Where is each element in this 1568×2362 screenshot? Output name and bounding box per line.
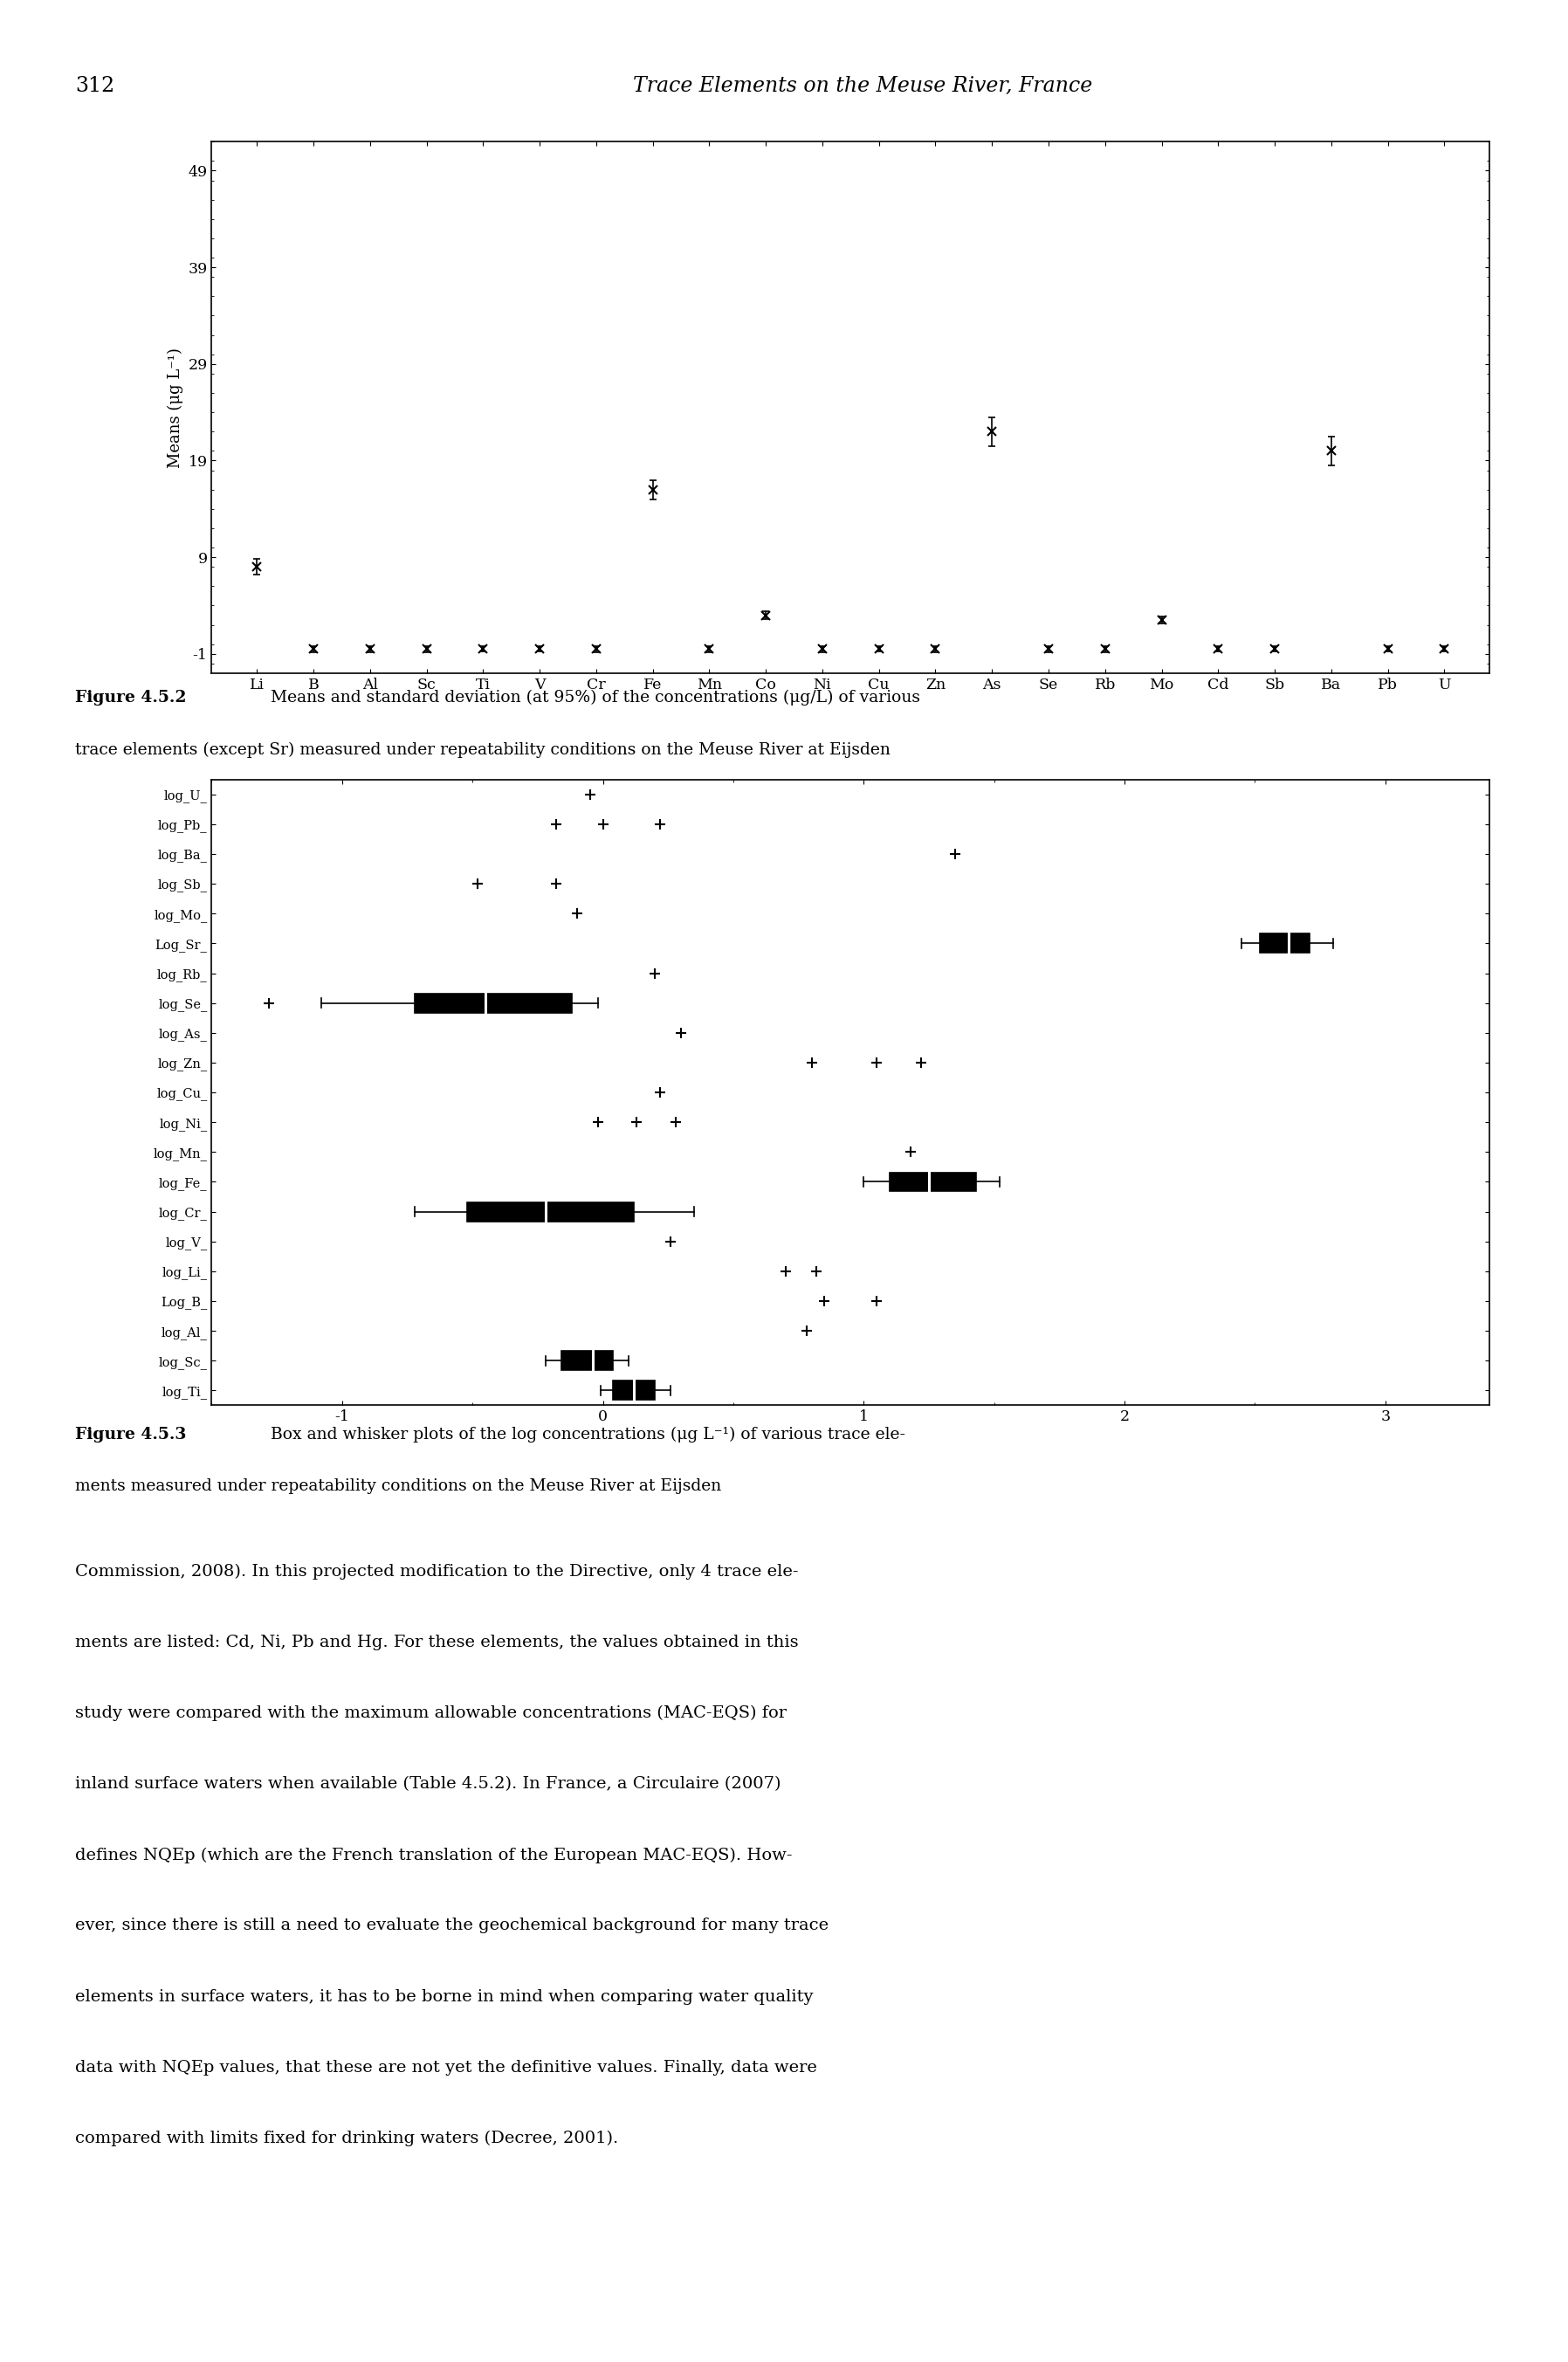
- Text: ments measured under repeatability conditions on the Meuse River at Eijsden: ments measured under repeatability condi…: [75, 1479, 721, 1495]
- Text: Trace Elements on the Meuse River, France: Trace Elements on the Meuse River, Franc…: [632, 76, 1093, 97]
- Bar: [1261, 933, 1309, 952]
- Text: Box and whisker plots of the log concentrations (μg L⁻¹) of various trace ele-: Box and whisker plots of the log concent…: [260, 1427, 905, 1443]
- Text: Figure 4.5.2: Figure 4.5.2: [75, 690, 187, 706]
- Bar: [613, 1382, 655, 1401]
- Bar: [561, 1351, 613, 1370]
- Text: compared with limits fixed for drinking waters (Decree, 2001).: compared with limits fixed for drinking …: [75, 2131, 618, 2147]
- Text: Commission, 2008). In this projected modification to the Directive, only 4 trace: Commission, 2008). In this projected mod…: [75, 1564, 798, 1580]
- Bar: [889, 1172, 975, 1190]
- Text: Figure 4.5.3: Figure 4.5.3: [75, 1427, 187, 1443]
- Text: Means and standard deviation (at 95%) of the concentrations (μg/L) of various: Means and standard deviation (at 95%) of…: [260, 690, 920, 706]
- Text: ever, since there is still a need to evaluate the geochemical background for man: ever, since there is still a need to eva…: [75, 1918, 829, 1934]
- Bar: [467, 1202, 633, 1221]
- Text: trace elements (except Sr) measured under repeatability conditions on the Meuse : trace elements (except Sr) measured unde…: [75, 742, 891, 758]
- Text: study were compared with the maximum allowable concentrations (MAC-EQS) for: study were compared with the maximum all…: [75, 1705, 787, 1722]
- Y-axis label: Means (μg L⁻¹): Means (μg L⁻¹): [168, 347, 183, 468]
- Bar: [416, 994, 572, 1013]
- Text: defines NQEp (which are the French translation of the European MAC-EQS). How-: defines NQEp (which are the French trans…: [75, 1847, 792, 1864]
- Text: ments are listed: Cd, Ni, Pb and Hg. For these elements, the values obtained in : ments are listed: Cd, Ni, Pb and Hg. For…: [75, 1635, 798, 1651]
- Text: inland surface waters when available (Table 4.5.2). In France, a Circulaire (200: inland surface waters when available (Ta…: [75, 1776, 781, 1793]
- Text: elements in surface waters, it has to be borne in mind when comparing water qual: elements in surface waters, it has to be…: [75, 1989, 814, 2005]
- Text: 312: 312: [75, 76, 114, 97]
- Text: data with NQEp values, that these are not yet the definitive values. Finally, da: data with NQEp values, that these are no…: [75, 2060, 817, 2076]
